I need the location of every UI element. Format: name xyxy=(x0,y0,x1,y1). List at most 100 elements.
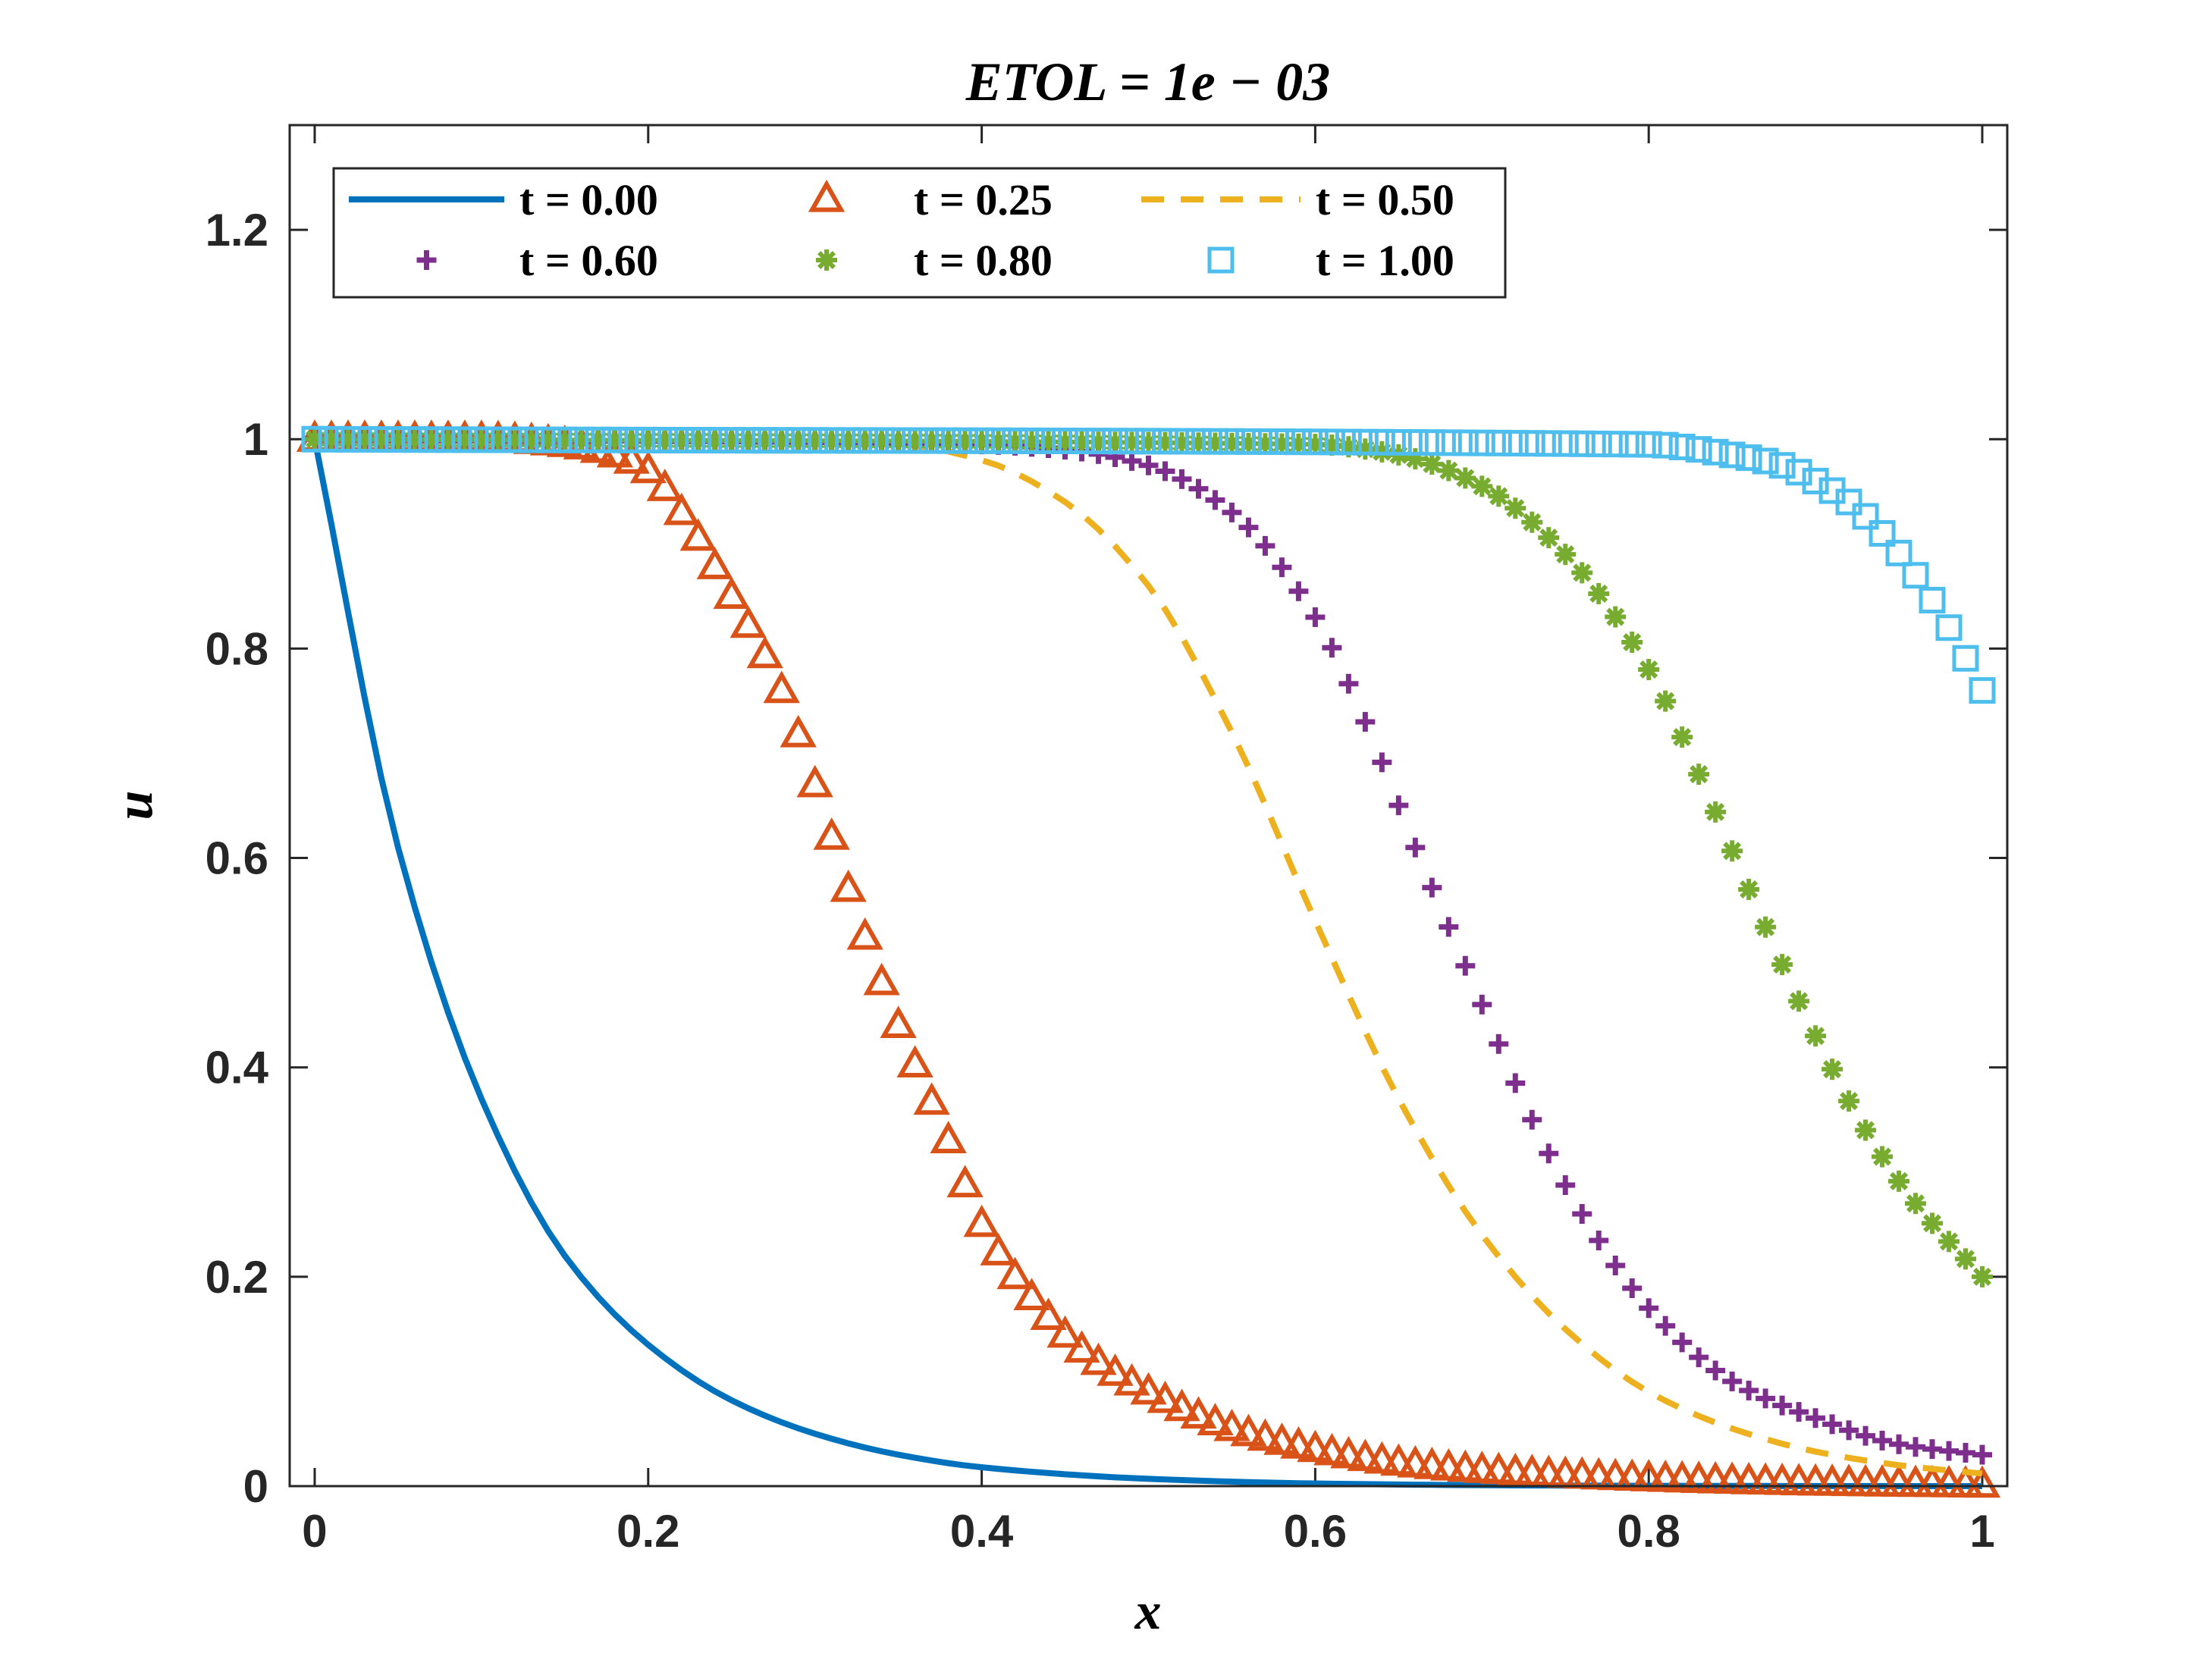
data-point xyxy=(1272,557,1292,578)
data-point xyxy=(1602,431,1629,458)
data-point xyxy=(1301,428,1329,456)
data-point xyxy=(1522,1109,1542,1130)
legend-marker xyxy=(1207,246,1235,274)
data-point xyxy=(1147,1380,1184,1413)
data-point xyxy=(646,469,683,501)
legend-label: t = 0.50 xyxy=(1316,175,1454,224)
asterisk-marker-stroke xyxy=(1956,1250,1975,1269)
data-point xyxy=(1702,438,1729,466)
data-point xyxy=(601,426,629,453)
legend-box xyxy=(332,167,1507,299)
data-point xyxy=(768,427,795,454)
y-tick-label: 0.8 xyxy=(206,623,268,674)
y-tick-label: 0.6 xyxy=(206,833,268,884)
data-point xyxy=(1938,1231,1960,1253)
data-point xyxy=(613,441,650,474)
data-point xyxy=(1430,1447,1467,1481)
data-point xyxy=(401,426,428,453)
data-point xyxy=(835,427,862,454)
data-point xyxy=(918,427,946,454)
data-point xyxy=(1589,1231,1609,1251)
data-point xyxy=(1555,1175,1576,1196)
data-point xyxy=(1097,1353,1134,1386)
asterisk-marker-stroke xyxy=(1706,802,1725,821)
data-point xyxy=(1655,1316,1676,1336)
data-point xyxy=(1772,1395,1793,1416)
data-point xyxy=(968,427,996,454)
legend-label: t = 0.60 xyxy=(519,236,658,285)
data-point xyxy=(1151,428,1178,455)
data-point xyxy=(651,426,679,453)
data-point xyxy=(1288,581,1309,601)
data-point xyxy=(1405,837,1426,858)
data-point xyxy=(1480,1451,1517,1485)
data-point xyxy=(985,427,1012,454)
data-point xyxy=(1013,1278,1050,1311)
data-point xyxy=(1119,428,1146,455)
data-point xyxy=(1605,606,1627,628)
data-point xyxy=(746,635,783,669)
data-point xyxy=(1552,430,1579,457)
data-point xyxy=(1771,954,1793,976)
data-point xyxy=(1347,1438,1384,1472)
data-point xyxy=(1906,1437,1926,1457)
data-point xyxy=(568,426,595,453)
data-point xyxy=(435,426,462,453)
data-point xyxy=(1421,453,1443,475)
data-point xyxy=(1514,1454,1551,1486)
data-point xyxy=(318,425,345,453)
data-point xyxy=(1435,429,1462,456)
data-point xyxy=(830,869,867,902)
data-point xyxy=(1222,502,1242,522)
data-point xyxy=(1351,428,1379,456)
asterisk-marker-stroke xyxy=(1723,842,1742,861)
data-point xyxy=(1852,503,1879,530)
data-point xyxy=(1735,444,1762,472)
data-point xyxy=(1030,1297,1067,1331)
data-point xyxy=(718,427,745,454)
data-point xyxy=(713,576,750,609)
data-point xyxy=(1868,520,1896,547)
data-point xyxy=(1585,430,1612,457)
data-point xyxy=(1338,673,1359,694)
data-point xyxy=(868,427,896,454)
data-point xyxy=(1789,1402,1809,1422)
data-point xyxy=(1454,467,1476,489)
data-point xyxy=(1822,1414,1843,1435)
data-point xyxy=(679,518,717,551)
data-point xyxy=(1485,429,1512,456)
data-point xyxy=(930,1121,967,1153)
data-point xyxy=(780,714,817,748)
data-point xyxy=(1752,447,1779,475)
data-point xyxy=(1255,535,1275,556)
data-point xyxy=(1689,1347,1709,1368)
series-t-1-00 xyxy=(301,425,1996,704)
legend-marker xyxy=(816,249,837,271)
data-point xyxy=(1955,1248,1977,1270)
data-point xyxy=(802,427,829,454)
data-point xyxy=(1969,677,1996,704)
legend-label: t = 0.00 xyxy=(519,175,658,224)
data-point xyxy=(818,427,846,454)
data-point xyxy=(946,1165,984,1198)
asterisk-marker-stroke xyxy=(1890,1171,1909,1190)
data-point xyxy=(585,426,612,453)
data-point xyxy=(1471,475,1493,497)
data-point xyxy=(1821,1058,1843,1080)
asterisk-marker-stroke xyxy=(817,250,836,270)
data-point xyxy=(1122,450,1142,471)
asterisk-marker-stroke xyxy=(1423,455,1442,474)
data-point xyxy=(863,962,900,996)
data-point xyxy=(1888,1170,1910,1192)
data-point xyxy=(1919,587,1946,614)
data-point xyxy=(1238,517,1259,538)
asterisk-marker-stroke xyxy=(1656,692,1675,710)
x-tick-label: 0.2 xyxy=(617,1506,679,1557)
data-point xyxy=(813,817,850,850)
asterisk-marker-stroke xyxy=(1673,728,1692,747)
asterisk-marker-stroke xyxy=(1806,1027,1825,1046)
asterisk-marker-stroke xyxy=(1606,607,1625,626)
data-point xyxy=(1218,428,1245,455)
data-point xyxy=(1922,1439,1943,1460)
